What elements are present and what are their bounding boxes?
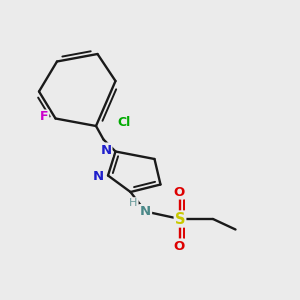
Text: O: O [173, 239, 184, 253]
Text: S: S [175, 212, 185, 226]
Text: N: N [93, 170, 104, 184]
Text: N: N [100, 143, 112, 157]
Text: O: O [173, 185, 184, 199]
Text: F: F [40, 110, 48, 124]
Text: Cl: Cl [118, 116, 131, 130]
Text: N: N [140, 205, 151, 218]
Text: H: H [129, 198, 138, 208]
